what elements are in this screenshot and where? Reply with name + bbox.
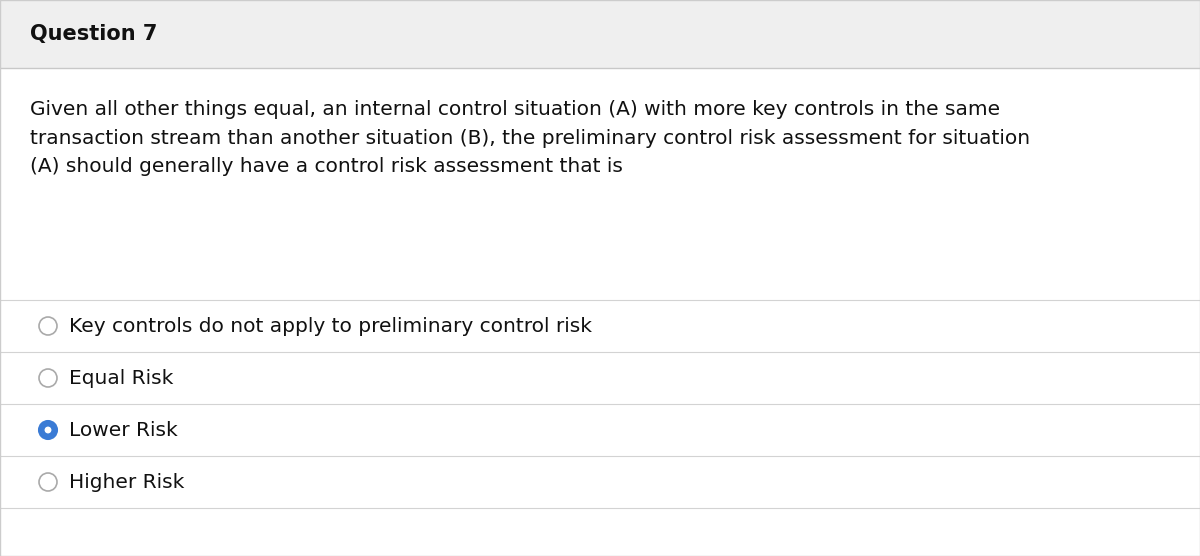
- Circle shape: [44, 426, 52, 434]
- Text: Lower Risk: Lower Risk: [70, 420, 178, 439]
- Circle shape: [38, 369, 58, 387]
- Circle shape: [38, 421, 58, 439]
- Text: Question 7: Question 7: [30, 24, 157, 44]
- Text: Higher Risk: Higher Risk: [70, 473, 185, 492]
- Circle shape: [38, 317, 58, 335]
- Bar: [0, 0, 1200, 68]
- Text: Given all other things equal, an internal control situation (A) with more key co: Given all other things equal, an interna…: [30, 100, 1030, 176]
- Text: Key controls do not apply to preliminary control risk: Key controls do not apply to preliminary…: [70, 316, 592, 335]
- Text: Equal Risk: Equal Risk: [70, 369, 173, 388]
- Circle shape: [38, 473, 58, 491]
